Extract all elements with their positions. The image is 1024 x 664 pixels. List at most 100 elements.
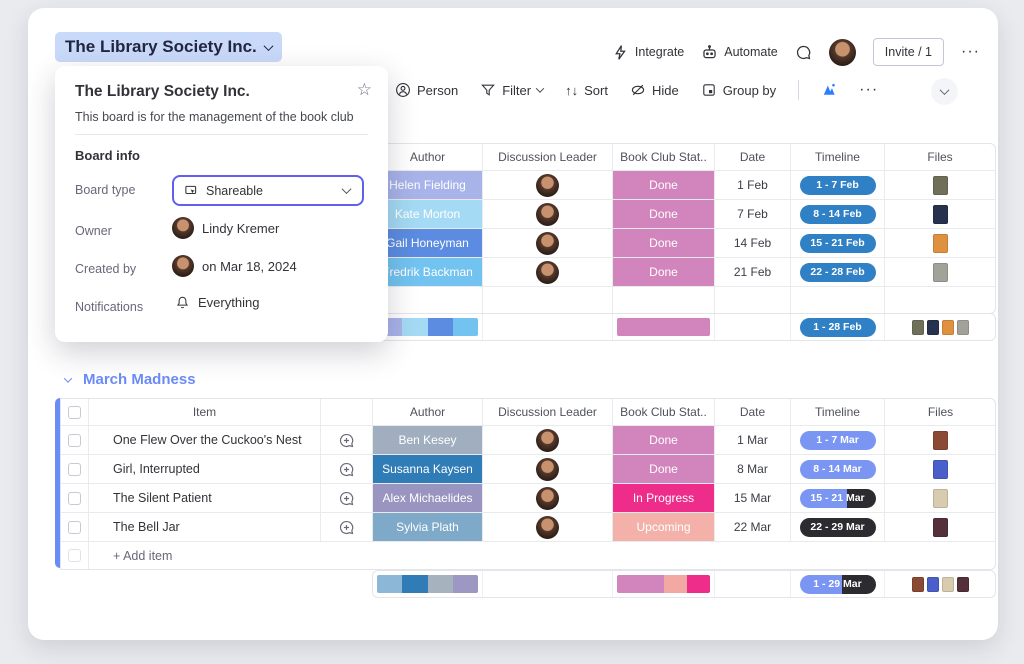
filter-button[interactable]: Filter	[480, 82, 545, 98]
item-name-cell[interactable]: Girl, Interrupted	[89, 455, 321, 483]
status-cell[interactable]: Upcoming	[613, 513, 715, 541]
column-header-date[interactable]: Date	[715, 144, 791, 170]
files-cell[interactable]	[885, 513, 995, 541]
chat-cell[interactable]	[321, 484, 373, 512]
add-item-row[interactable]: + Add item	[61, 542, 995, 569]
more-icon[interactable]: ···	[961, 43, 980, 60]
column-header-timeline[interactable]: Timeline	[791, 144, 885, 170]
author-cell[interactable]: Alex Michaelides	[373, 484, 483, 512]
row-checkbox-cell[interactable]	[61, 513, 89, 541]
timeline-cell[interactable]: 15 - 21 Mar	[791, 484, 885, 512]
chat-cell[interactable]	[321, 513, 373, 541]
discussion-leader-cell[interactable]	[483, 484, 613, 512]
item-name-cell[interactable]: The Silent Patient	[89, 484, 321, 512]
author-cell[interactable]: Sylvia Plath	[373, 513, 483, 541]
date-cell[interactable]: 15 Mar	[715, 484, 791, 512]
column-header-timeline[interactable]: Timeline	[791, 399, 885, 425]
user-avatar[interactable]	[828, 38, 856, 66]
author-cell[interactable]: Susanna Kaysen	[373, 455, 483, 483]
discussion-leader-cell[interactable]	[483, 513, 613, 541]
status-cell[interactable]: In Progress	[613, 484, 715, 512]
integrate-button[interactable]: Integrate	[612, 44, 684, 61]
date-cell[interactable]: 1 Feb	[715, 171, 791, 199]
file-thumbnail	[911, 576, 924, 592]
ai-assistant-button[interactable]	[821, 82, 837, 98]
date-cell[interactable]: 8 Mar	[715, 455, 791, 483]
discussion-leader-cell[interactable]	[483, 455, 613, 483]
status-cell[interactable]: Done	[613, 455, 715, 483]
select-all-checkbox-cell[interactable]	[61, 399, 89, 425]
row-checkbox-cell[interactable]	[61, 455, 89, 483]
sort-icon: ↑↓	[565, 82, 579, 98]
column-header-discussion-leader[interactable]: Discussion Leader	[483, 144, 613, 170]
column-header-status[interactable]: Book Club Stat..	[613, 399, 715, 425]
column-header-files[interactable]: Files	[927, 405, 954, 419]
updates-button[interactable]	[795, 44, 812, 61]
author-cell[interactable]: Gail Honeyman	[373, 229, 483, 257]
author-cell[interactable]: Kate Morton	[373, 200, 483, 228]
column-header-author[interactable]: Author	[373, 144, 483, 170]
discussion-leader-cell[interactable]	[483, 229, 613, 257]
status-cell[interactable]: Done	[613, 426, 715, 454]
chat-cell[interactable]	[321, 426, 373, 454]
sort-button[interactable]: ↑↓ Sort	[565, 83, 608, 98]
item-name-cell[interactable]: One Flew Over the Cuckoo's Nest	[89, 426, 321, 454]
hide-button[interactable]: Hide	[630, 82, 679, 98]
avatar	[536, 231, 559, 255]
discussion-leader-cell[interactable]	[483, 426, 613, 454]
files-cell[interactable]	[885, 229, 995, 257]
author-cell[interactable]: Ben Kesey	[373, 426, 483, 454]
date-cell[interactable]: 21 Feb	[715, 258, 791, 286]
files-cell[interactable]	[885, 200, 995, 228]
add-item-label[interactable]: + Add item	[113, 548, 173, 563]
board-title-button[interactable]: The Library Society Inc.	[55, 32, 282, 62]
status-cell[interactable]: Done	[613, 229, 715, 257]
author-cell[interactable]: Fredrik Backman	[373, 258, 483, 286]
row-checkbox-cell[interactable]	[61, 426, 89, 454]
column-header-status[interactable]: Book Club Stat..	[613, 144, 715, 170]
status-cell[interactable]: Done	[613, 171, 715, 199]
column-header-item[interactable]: Item	[89, 399, 321, 425]
timeline-cell[interactable]: 22 - 29 Mar	[791, 513, 885, 541]
board-type-dropdown[interactable]: Shareable	[172, 175, 364, 206]
timeline-cell[interactable]: 1 - 7 Feb	[791, 171, 885, 199]
group-by-button[interactable]: Group by	[701, 82, 776, 98]
chat-cell[interactable]	[321, 455, 373, 483]
person-filter-button[interactable]: Person	[395, 82, 458, 98]
date-cell[interactable]: 1 Mar	[715, 426, 791, 454]
item-name-cell[interactable]: The Bell Jar	[89, 513, 321, 541]
table-row: One Flew Over the Cuckoo's Nest Ben Kese…	[61, 426, 995, 455]
files-cell[interactable]	[885, 426, 995, 454]
notifications-value[interactable]: Everything	[175, 295, 259, 310]
date-cell[interactable]: 14 Feb	[715, 229, 791, 257]
discussion-leader-cell[interactable]	[483, 200, 613, 228]
date-cell[interactable]: 7 Feb	[715, 200, 791, 228]
column-header-discussion-leader[interactable]: Discussion Leader	[483, 399, 613, 425]
date-cell[interactable]: 22 Mar	[715, 513, 791, 541]
star-icon[interactable]: ☆	[356, 80, 372, 99]
timeline-cell[interactable]: 8 - 14 Feb	[791, 200, 885, 228]
timeline-cell[interactable]: 15 - 21 Feb	[791, 229, 885, 257]
avatar	[536, 202, 559, 226]
collapse-header-button[interactable]	[931, 78, 958, 105]
discussion-leader-cell[interactable]	[483, 171, 613, 199]
status-cell[interactable]: Done	[613, 258, 715, 286]
column-header-date[interactable]: Date	[715, 399, 791, 425]
timeline-cell[interactable]: 8 - 14 Mar	[791, 455, 885, 483]
timeline-cell[interactable]: 1 - 7 Mar	[791, 426, 885, 454]
automate-button[interactable]: Automate	[701, 44, 778, 61]
invite-button[interactable]: Invite / 1	[872, 38, 945, 66]
status-cell[interactable]: Done	[613, 200, 715, 228]
timeline-cell[interactable]: 22 - 28 Feb	[791, 258, 885, 286]
column-header-files[interactable]: Files	[927, 150, 953, 164]
author-cell[interactable]: Helen Fielding	[373, 171, 483, 199]
toolbar-more-icon[interactable]: ···	[859, 81, 879, 98]
files-cell[interactable]	[885, 258, 995, 286]
group-title-march-madness[interactable]: March Madness	[63, 371, 196, 388]
discussion-leader-cell[interactable]	[483, 258, 613, 286]
column-header-author[interactable]: Author	[373, 399, 483, 425]
files-cell[interactable]	[885, 484, 995, 512]
files-cell[interactable]	[885, 455, 995, 483]
files-cell[interactable]	[885, 171, 995, 199]
row-checkbox-cell[interactable]	[61, 484, 89, 512]
